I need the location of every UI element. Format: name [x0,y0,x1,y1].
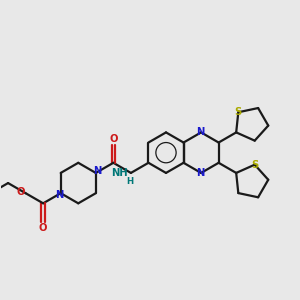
Text: N: N [55,190,63,200]
Text: O: O [39,223,47,233]
Text: O: O [16,187,25,197]
Text: O: O [109,134,118,144]
Text: S: S [235,107,242,117]
Text: H: H [126,177,134,186]
Text: NH: NH [112,168,128,178]
Text: N: N [196,127,205,137]
Text: N: N [196,169,205,178]
Text: S: S [251,160,258,170]
Text: N: N [93,166,102,176]
